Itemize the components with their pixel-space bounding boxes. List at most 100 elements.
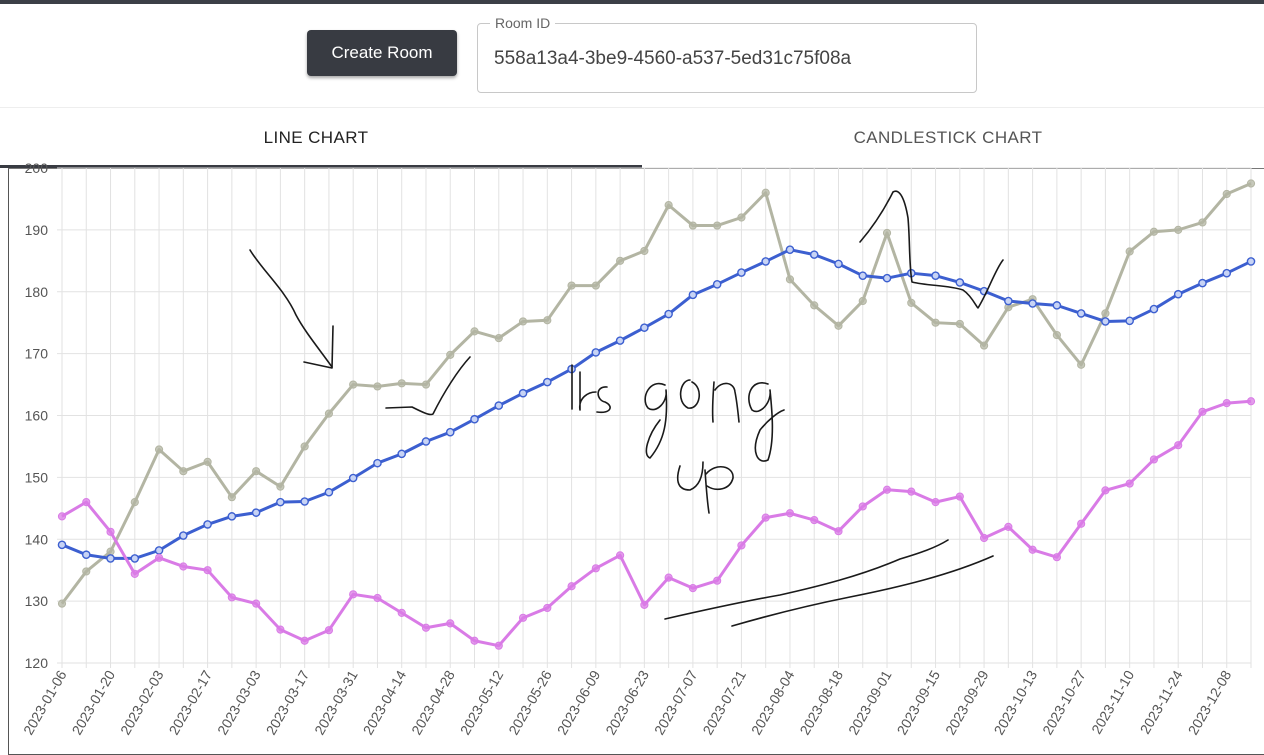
data-point[interactable] bbox=[1101, 486, 1110, 495]
data-point[interactable] bbox=[1077, 360, 1086, 369]
data-point[interactable] bbox=[1246, 179, 1256, 188]
data-point[interactable] bbox=[713, 221, 722, 230]
data-point[interactable] bbox=[179, 562, 188, 571]
data-point[interactable] bbox=[931, 318, 940, 327]
data-point[interactable] bbox=[858, 271, 868, 280]
data-point[interactable] bbox=[761, 188, 770, 197]
data-point[interactable] bbox=[591, 348, 601, 357]
data-point[interactable] bbox=[882, 228, 892, 238]
data-point[interactable] bbox=[737, 268, 746, 277]
data-point[interactable] bbox=[882, 273, 892, 283]
data-point[interactable] bbox=[543, 316, 552, 325]
data-point[interactable] bbox=[494, 401, 504, 410]
data-point[interactable] bbox=[931, 498, 940, 507]
data-point[interactable] bbox=[1101, 309, 1110, 318]
data-point[interactable] bbox=[810, 515, 819, 525]
data-point[interactable] bbox=[688, 221, 697, 230]
data-point[interactable] bbox=[252, 599, 261, 608]
data-point[interactable] bbox=[324, 626, 334, 635]
data-point[interactable] bbox=[446, 350, 455, 359]
data-point[interactable] bbox=[300, 442, 309, 451]
data-point[interactable] bbox=[664, 573, 673, 582]
data-point[interactable] bbox=[397, 449, 407, 459]
data-point[interactable] bbox=[130, 498, 139, 507]
data-point[interactable] bbox=[1052, 553, 1061, 562]
data-point[interactable] bbox=[494, 641, 503, 650]
data-point[interactable] bbox=[446, 619, 455, 628]
data-point[interactable] bbox=[785, 275, 795, 284]
data-point[interactable] bbox=[373, 382, 382, 391]
data-point[interactable] bbox=[907, 487, 916, 496]
data-point[interactable] bbox=[203, 566, 212, 575]
data-point[interactable] bbox=[616, 551, 625, 560]
data-point[interactable] bbox=[713, 576, 722, 585]
data-point[interactable] bbox=[227, 593, 236, 602]
data-point[interactable] bbox=[640, 246, 649, 256]
data-point[interactable] bbox=[1222, 268, 1232, 278]
data-point[interactable] bbox=[227, 512, 237, 521]
data-point[interactable] bbox=[1101, 317, 1110, 326]
data-point[interactable] bbox=[82, 567, 91, 576]
data-point[interactable] bbox=[106, 554, 115, 563]
data-point[interactable] bbox=[1125, 479, 1134, 488]
data-point[interactable] bbox=[1004, 522, 1013, 531]
data-point[interactable] bbox=[1246, 257, 1256, 266]
data-point[interactable] bbox=[664, 201, 673, 210]
data-point[interactable] bbox=[809, 250, 819, 259]
data-point[interactable] bbox=[1077, 519, 1086, 528]
data-point[interactable] bbox=[979, 341, 989, 350]
data-point[interactable] bbox=[349, 590, 358, 599]
data-point[interactable] bbox=[834, 321, 843, 330]
data-point[interactable] bbox=[154, 546, 164, 555]
data-point[interactable] bbox=[397, 379, 406, 388]
data-point[interactable] bbox=[567, 281, 576, 290]
tab-candlestick-chart[interactable]: CANDLESTICK CHART bbox=[632, 108, 1264, 168]
data-point[interactable] bbox=[130, 569, 139, 579]
room-id-field[interactable]: Room ID bbox=[477, 15, 977, 93]
data-point[interactable] bbox=[737, 541, 746, 550]
data-point[interactable] bbox=[761, 513, 770, 522]
data-point[interactable] bbox=[154, 553, 164, 562]
data-point[interactable] bbox=[1052, 301, 1062, 310]
data-point[interactable] bbox=[470, 414, 479, 424]
data-point[interactable] bbox=[712, 280, 722, 289]
data-point[interactable] bbox=[591, 281, 600, 290]
data-point[interactable] bbox=[227, 493, 236, 502]
data-point[interactable] bbox=[421, 437, 431, 446]
data-point[interactable] bbox=[203, 457, 212, 467]
data-point[interactable] bbox=[591, 564, 600, 573]
data-point[interactable] bbox=[640, 323, 649, 332]
data-point[interactable] bbox=[1222, 189, 1231, 199]
data-point[interactable] bbox=[1222, 399, 1231, 408]
data-point[interactable] bbox=[82, 498, 91, 507]
data-point[interactable] bbox=[300, 636, 309, 645]
data-point[interactable] bbox=[1174, 441, 1183, 450]
data-point[interactable] bbox=[154, 445, 164, 454]
data-point[interactable] bbox=[567, 582, 576, 591]
data-point[interactable] bbox=[1174, 225, 1183, 234]
room-id-input[interactable] bbox=[494, 46, 964, 72]
data-point[interactable] bbox=[955, 319, 964, 329]
data-point[interactable] bbox=[1028, 299, 1037, 308]
data-point[interactable] bbox=[785, 245, 795, 254]
data-point[interactable] bbox=[955, 492, 964, 501]
data-point[interactable] bbox=[300, 497, 309, 506]
data-point[interactable] bbox=[324, 487, 334, 497]
data-point[interactable] bbox=[907, 298, 916, 307]
data-point[interactable] bbox=[1125, 247, 1134, 256]
data-point[interactable] bbox=[882, 485, 892, 494]
data-point[interactable] bbox=[834, 527, 843, 536]
data-point[interactable] bbox=[324, 409, 334, 418]
data-point[interactable] bbox=[57, 599, 67, 608]
data-point[interactable] bbox=[931, 271, 940, 280]
data-point[interactable] bbox=[543, 377, 552, 387]
data-point[interactable] bbox=[470, 327, 479, 336]
data-point[interactable] bbox=[276, 497, 285, 507]
data-point[interactable] bbox=[179, 531, 188, 540]
data-point[interactable] bbox=[1173, 289, 1183, 299]
data-point[interactable] bbox=[421, 623, 431, 632]
data-point[interactable] bbox=[664, 309, 673, 319]
data-point[interactable] bbox=[397, 608, 406, 617]
data-point[interactable] bbox=[518, 388, 528, 398]
data-point[interactable] bbox=[179, 467, 188, 476]
